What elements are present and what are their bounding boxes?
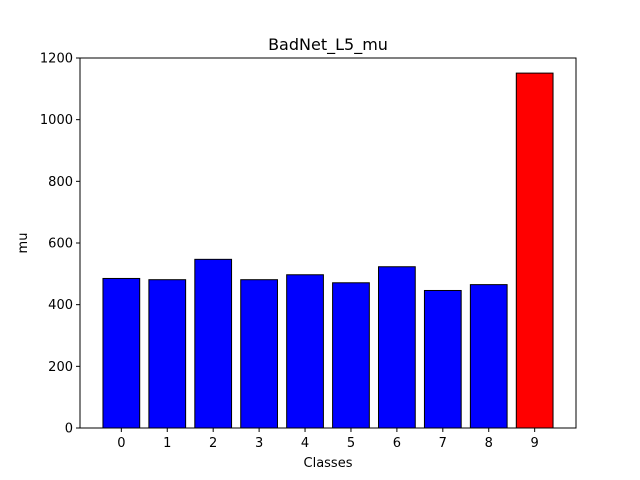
bar-class-5	[332, 282, 370, 429]
bar-class-3	[240, 279, 278, 429]
y-tick-label: 1000	[40, 113, 73, 128]
bar-class-7	[423, 289, 462, 429]
x-axis-label: Classes	[304, 456, 353, 471]
bar-class-1	[148, 279, 187, 429]
x-axis-ticks: 0 1 2 3 4 5 6 7 8 9	[117, 428, 539, 451]
x-tick-label: 9	[531, 436, 539, 451]
x-tick-label: 8	[485, 436, 493, 451]
x-tick-label: 5	[347, 436, 355, 451]
x-tick-label: 1	[163, 436, 171, 451]
y-tick-label: 800	[48, 175, 73, 190]
x-tick-label: 7	[439, 436, 447, 451]
x-tick-label: 3	[255, 436, 263, 451]
y-tick-label: 200	[48, 360, 73, 375]
plot-frame	[79, 57, 577, 429]
y-tick-label: 400	[48, 298, 73, 313]
bar-class-4	[286, 274, 324, 429]
y-tick-label: 1200	[40, 52, 73, 67]
x-tick-label: 0	[117, 436, 125, 451]
x-tick-label: 4	[301, 436, 309, 451]
chart-title: BadNet_L5_mu	[268, 35, 388, 55]
bar-class-2	[194, 258, 233, 429]
bar-class-0	[102, 277, 141, 429]
bar-class-8	[469, 284, 508, 429]
y-axis-ticks: 0 200 400 600 800 1000 1200	[40, 52, 80, 437]
y-tick-label: 600	[48, 237, 73, 252]
bar-class-6	[378, 266, 416, 429]
x-tick-label: 6	[393, 436, 401, 451]
bar-class-9	[515, 72, 554, 429]
bars-group	[102, 72, 554, 429]
x-tick-label: 2	[209, 436, 217, 451]
y-tick-label: 0	[65, 422, 73, 437]
y-axis-label: mu	[16, 233, 31, 254]
